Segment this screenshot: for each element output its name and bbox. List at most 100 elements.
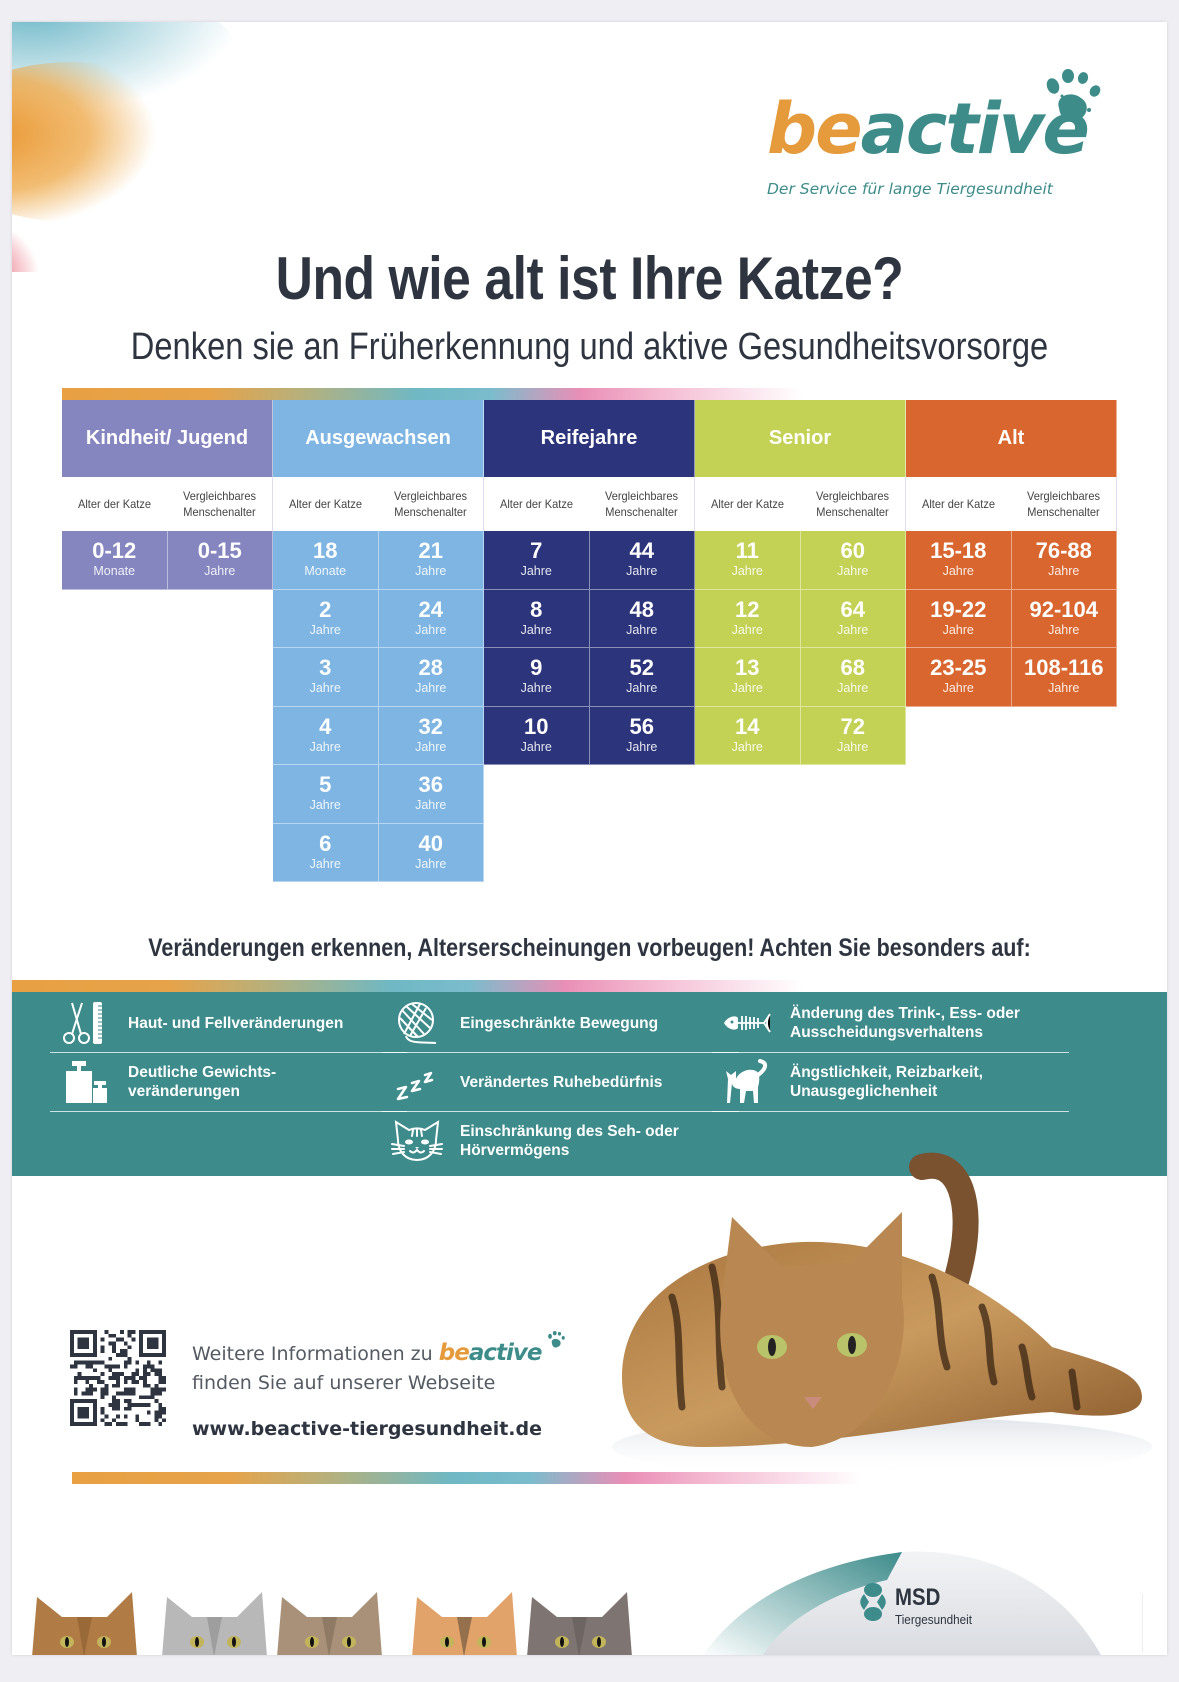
cat-age-unit: Monate: [304, 564, 347, 579]
cat-age-cell: 2 Jahre: [273, 589, 379, 648]
human-age-unit: Jahre: [837, 681, 869, 696]
human-age-value: 60: [840, 538, 865, 564]
age-group-column: Senior Alter der Katze Vergleichbares Mens…: [695, 400, 906, 765]
human-age-value: 44: [629, 538, 654, 564]
human-age-value: 56: [629, 713, 654, 739]
cat-age-unit: Jahre: [942, 622, 974, 637]
symptom-text: Verändertes Ruhebedürfnis: [460, 1073, 663, 1091]
table-row: 19-22 Jahre 92-104 Jahre: [906, 589, 1117, 648]
human-age-value: 32: [418, 713, 443, 739]
symptom-column: Änderung des Trink-, Ess- oder Ausscheidu…: [712, 994, 1069, 1112]
human-age-value: 24: [418, 596, 443, 622]
human-age-unit: Jahre: [1048, 622, 1080, 637]
human-age-unit: Jahre: [837, 739, 869, 754]
human-age-unit: Jahre: [626, 739, 658, 754]
table-row: 15-18 Jahre 76-88 Jahre: [906, 531, 1117, 590]
cat-age-cell: 10 Jahre: [484, 706, 590, 765]
cat-age-unit: Jahre: [309, 856, 341, 871]
cat-face: [162, 1592, 267, 1655]
qr-code[interactable]: [70, 1330, 166, 1426]
table-row: 18 Monate 21 Jahre: [273, 531, 484, 590]
cat-age-value: 11: [735, 538, 759, 564]
cat-age-cell: 11 Jahre: [695, 531, 801, 590]
cat-age-value: 8: [530, 596, 543, 622]
human-age-cell: 0-15 Jahre: [167, 531, 273, 590]
cat-age-value: 19-22: [930, 596, 987, 622]
cat-age-value: 5: [319, 772, 332, 798]
cat-age-unit: Jahre: [942, 681, 974, 696]
cat-age-value: 0-12: [92, 538, 137, 564]
age-group-subheader: Alter der Katze Vergleichbares Menschenal…: [273, 477, 484, 531]
age-group-header: Reifejahre: [484, 400, 695, 477]
human-age-cell: 44 Jahre: [589, 531, 695, 590]
symptom-item: Änderung des Trink-, Ess- oder Ausscheidu…: [712, 994, 1069, 1053]
page-subtitle: Denken sie an Früherkennung und aktive G…: [130, 326, 1049, 368]
color-strip-middle: [12, 980, 802, 992]
age-group-header: Alt: [906, 400, 1117, 477]
symptom-item: Eingeschränkte Bewegung: [382, 994, 739, 1053]
print-code: ·····························: [1140, 1594, 1146, 1652]
human-age-value: 48: [629, 596, 654, 622]
human-age-unit: Jahre: [626, 622, 658, 637]
human-age-unit: Jahre: [415, 739, 447, 754]
info-prefix: Weitere Informationen zu: [192, 1343, 433, 1365]
cat-face: [32, 1592, 137, 1655]
human-age-cell: 24 Jahre: [378, 589, 484, 648]
weights-icon: [50, 1056, 120, 1108]
website-link[interactable]: www.beactive-tiergesundheit.de: [192, 1418, 542, 1440]
human-age-value: 108-116: [1023, 655, 1104, 681]
human-age-cell: 21 Jahre: [378, 531, 484, 590]
human-age-value: 76-88: [1035, 538, 1092, 564]
human-age-label: Vergleichbares Menschenalter: [815, 489, 890, 519]
age-group-column: Reifejahre Alter der Katze Vergleichbares …: [484, 400, 695, 765]
table-row: 11 Jahre 60 Jahre: [695, 531, 906, 590]
human-age-cell: 32 Jahre: [378, 706, 484, 765]
human-age-unit: Jahre: [204, 564, 236, 579]
human-age-unit: Jahre: [415, 856, 447, 871]
cat-age-unit: Jahre: [309, 798, 341, 813]
human-age-cell: 48 Jahre: [589, 589, 695, 648]
symptom-text: Deutliche Gewichts-veränderungen: [128, 1064, 277, 1100]
symptom-item: Einschränkung des Seh- oder Hörvermögens: [382, 1112, 739, 1170]
cat-age-value: 13: [735, 655, 760, 681]
cat-face: [527, 1592, 632, 1655]
human-age-unit: Jahre: [837, 564, 869, 579]
human-age-label: Vergleichbares Menschenalter: [393, 489, 468, 519]
cat-age-cell: 14 Jahre: [695, 706, 801, 765]
symptom-text: Änderung des Trink-, Ess- oder Ausscheidu…: [790, 1005, 1020, 1041]
human-age-value: 0-15: [197, 538, 242, 564]
color-strip-bottom: [72, 1472, 862, 1484]
human-age-unit: Jahre: [415, 798, 447, 813]
cat-age-unit: Jahre: [520, 622, 552, 637]
human-age-unit: Jahre: [415, 564, 447, 579]
cat-age-cell: 18 Monate: [273, 531, 379, 590]
table-row: 6 Jahre 40 Jahre: [273, 823, 484, 882]
cat-age-value: 4: [319, 713, 332, 739]
cat-age-label: Alter der Katze: [288, 497, 363, 511]
table-row: 7 Jahre 44 Jahre: [484, 531, 695, 590]
table-row: 14 Jahre 72 Jahre: [695, 706, 906, 765]
cat-age-unit: Jahre: [309, 739, 341, 754]
msd-logo: MSD Tiergesundheit: [855, 1582, 985, 1632]
age-group-subheader: Alter der Katze Vergleichbares Menschenal…: [695, 477, 906, 531]
scared-cat-icon: [712, 1056, 782, 1108]
table-row: 13 Jahre 68 Jahre: [695, 648, 906, 707]
symptom-item: Haut- und Fellveränderungen: [50, 994, 407, 1053]
age-group-subheader: Alter der Katze Vergleichbares Menschenal…: [906, 477, 1117, 531]
human-age-cell: 68 Jahre: [800, 648, 906, 707]
human-age-unit: Jahre: [626, 564, 658, 579]
cat-age-unit: Jahre: [731, 564, 763, 579]
color-strip-top: [62, 388, 802, 400]
symptom-item: Ängstlichkeit, Reizbarkeit, Unausgegliche…: [712, 1053, 1069, 1112]
fish-bone-icon: [712, 997, 782, 1049]
human-age-cell: 76-88 Jahre: [1011, 531, 1117, 590]
symptom-text: Haut- und Fellveränderungen: [128, 1014, 344, 1032]
human-age-value: 64: [840, 596, 865, 622]
human-age-label: Vergleichbares Menschenalter: [182, 489, 257, 519]
cat-age-value: 18: [313, 538, 338, 564]
age-group-column: Kindheit/ Jugend Alter der Katze Vergleich…: [62, 400, 273, 590]
human-age-cell: 60 Jahre: [800, 531, 906, 590]
cat-age-unit: Jahre: [309, 681, 341, 696]
table-row: 10 Jahre 56 Jahre: [484, 706, 695, 765]
cat-age-value: 7: [530, 538, 543, 564]
